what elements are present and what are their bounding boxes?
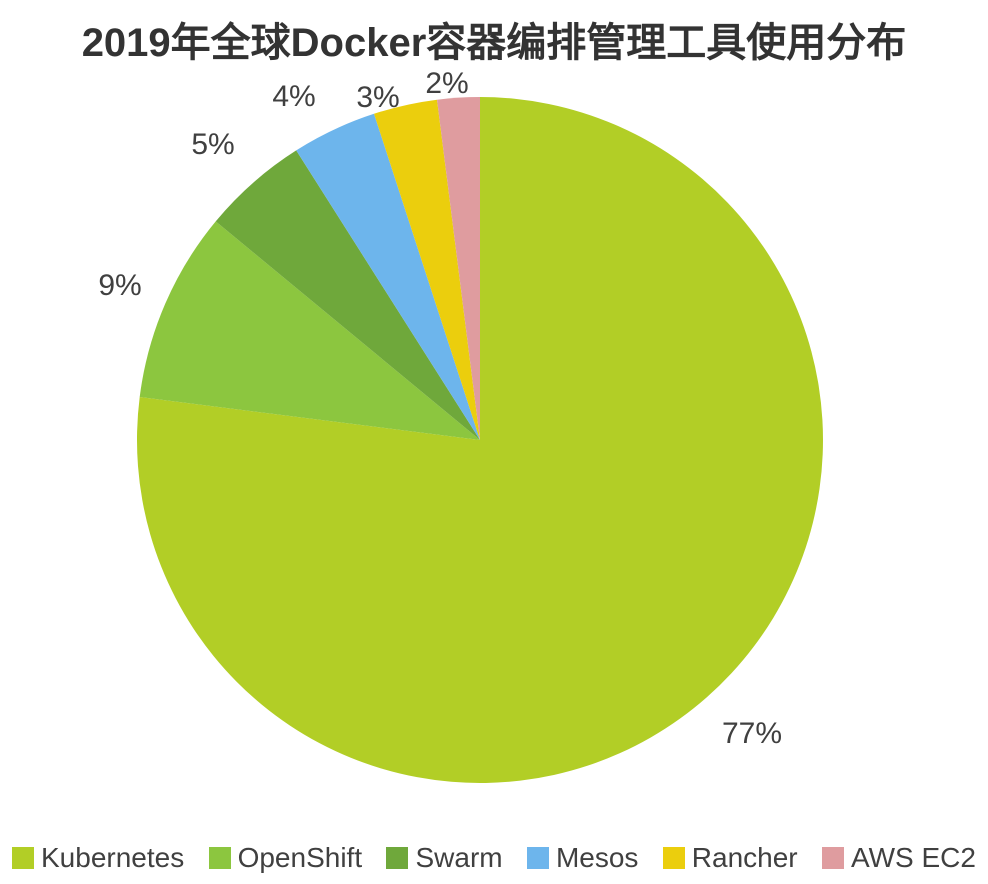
- legend-swatch-kubernetes-icon: [12, 847, 34, 869]
- legend-label-swarm: Swarm: [415, 842, 503, 873]
- legend-item-rancher: Rancher: [662, 842, 798, 874]
- legend-swatch-mesos-icon: [526, 847, 549, 869]
- pie-slice-rancher: [374, 99, 480, 440]
- legend-label-mesos: Mesos: [555, 842, 639, 873]
- legend-item-mesos: Mesos: [526, 842, 639, 874]
- legend-swatch-rancher-icon: [662, 847, 685, 869]
- legend-swatch-swarm-icon: [386, 847, 409, 869]
- chart-title: 2019年全球Docker容器编排管理工具使用分布: [81, 21, 907, 65]
- pie-chart: [136, 96, 823, 783]
- data-label-kubernetes: 77%: [721, 717, 783, 750]
- legend: Kubernetes OpenShift Swarm Mesos Rancher…: [0, 842, 988, 874]
- data-label-swarm: 5%: [191, 128, 235, 161]
- legend-label-aws-ec2: AWS EC2: [850, 842, 976, 873]
- data-label-mesos: 4%: [272, 80, 316, 113]
- pie-slice-openshift: [139, 221, 480, 440]
- legend-swatch-openshift-icon: [208, 847, 231, 869]
- plot-area: 77% 9% 5% 4% 3% 2%: [98, 67, 823, 783]
- legend-item-openshift: OpenShift: [208, 842, 363, 874]
- legend-label-rancher: Rancher: [691, 842, 798, 873]
- pie-slice-mesos: [296, 113, 480, 440]
- data-label-aws-ec2: 2%: [425, 67, 469, 100]
- legend-label-kubernetes: Kubernetes: [41, 842, 185, 873]
- legend-swatch-aws-ec2-icon: [821, 847, 844, 869]
- pie-slice-swarm: [215, 150, 480, 440]
- legend-item-aws-ec2: AWS EC2: [821, 842, 976, 874]
- pie-slice-kubernetes: [136, 97, 823, 783]
- legend-label-openshift: OpenShift: [237, 842, 363, 873]
- pie-slice-aws-ec2: [437, 96, 480, 440]
- legend-item-kubernetes: Kubernetes: [12, 842, 184, 874]
- data-label-rancher: 3%: [356, 81, 400, 114]
- legend-item-swarm: Swarm: [386, 842, 503, 874]
- data-label-openshift: 9%: [98, 269, 142, 302]
